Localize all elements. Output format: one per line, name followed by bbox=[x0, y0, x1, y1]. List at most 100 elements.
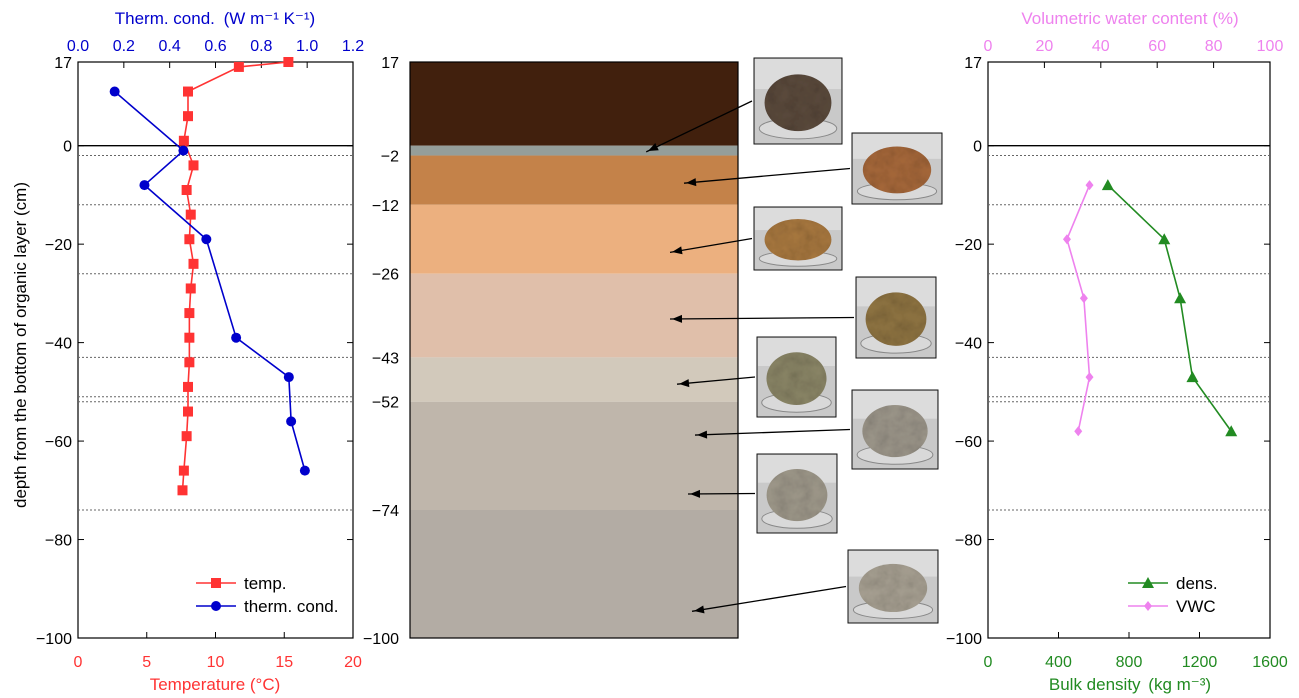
depth-boundary-label: −100 bbox=[363, 631, 399, 648]
legend-vwc-marker bbox=[1144, 601, 1152, 611]
dens-point bbox=[1225, 425, 1238, 437]
therm-cond-point bbox=[283, 372, 294, 383]
right-xtick-bottom-label: 0 bbox=[984, 654, 993, 671]
right-xtick-top-label: 60 bbox=[1148, 38, 1166, 55]
sample-arrow-head bbox=[648, 143, 659, 151]
left-ytick-label: 17 bbox=[54, 55, 72, 72]
left-xtick-bottom-label: 5 bbox=[142, 654, 151, 671]
sample-arrow-head bbox=[686, 178, 697, 187]
vwc-point bbox=[1085, 180, 1094, 191]
sample-photo bbox=[756, 336, 837, 418]
temp-point bbox=[183, 86, 193, 97]
photo-soil-sample bbox=[862, 405, 928, 458]
right-xtick-bottom-label: 1200 bbox=[1182, 654, 1218, 671]
right-xtick-top-label: 80 bbox=[1205, 38, 1223, 55]
right-ytick-label: −60 bbox=[955, 434, 982, 451]
temp-point bbox=[183, 381, 193, 392]
dens-point bbox=[1174, 292, 1187, 304]
photo-frame bbox=[753, 57, 843, 145]
sample-arrow-line bbox=[683, 167, 851, 184]
sample-arrow-head bbox=[679, 379, 690, 388]
right-xtick-top-label: 20 bbox=[1036, 38, 1054, 55]
left-ytick-label: −40 bbox=[45, 336, 72, 353]
temp-point bbox=[181, 431, 192, 442]
depth-boundary-label: −26 bbox=[372, 267, 399, 284]
right-frame bbox=[987, 61, 1271, 639]
photo-soil-sample bbox=[766, 352, 827, 405]
right-xtick-bottom-label: 800 bbox=[1116, 654, 1143, 671]
left-frame bbox=[77, 61, 354, 639]
depth-boundary-label: 17 bbox=[381, 55, 399, 72]
dens-point bbox=[1101, 179, 1114, 191]
sample-photo bbox=[753, 206, 843, 271]
sample-arrow-line bbox=[645, 100, 753, 153]
temp-point bbox=[188, 258, 199, 269]
therm-cond-axis-label: Therm. cond. (W m⁻¹ K⁻¹) bbox=[115, 9, 315, 28]
left-xtick-top-label: 0.0 bbox=[67, 38, 89, 55]
temp-point bbox=[184, 308, 195, 319]
photo-soil-sample bbox=[764, 74, 832, 132]
left-ytick-label: −20 bbox=[45, 237, 72, 254]
temp-point bbox=[283, 57, 294, 67]
sample-photo bbox=[851, 132, 943, 205]
temp-point bbox=[185, 209, 196, 220]
soil-layer bbox=[410, 401, 738, 510]
right-xtick-top-label: 100 bbox=[1257, 38, 1284, 55]
vwc-point bbox=[1085, 372, 1094, 383]
temp-point bbox=[233, 61, 244, 72]
temp-point bbox=[185, 283, 196, 294]
temp-point bbox=[178, 465, 189, 476]
sample-arrow-head bbox=[672, 314, 683, 323]
density-axis-label: Bulk density (kg m⁻³) bbox=[1049, 675, 1211, 694]
temperature-axis-label: Temperature (°C) bbox=[150, 675, 281, 694]
sample-arrow-head bbox=[690, 489, 701, 498]
soil-layer bbox=[410, 273, 738, 358]
photo-soil-sample bbox=[766, 469, 828, 522]
therm-cond-point bbox=[139, 180, 150, 191]
soil-profile-panel: 17 −2 −12 −26 −43 −52 −74 −100 bbox=[363, 55, 943, 648]
dens-point bbox=[1186, 371, 1199, 383]
temp-point bbox=[183, 406, 193, 417]
left-xtick-top-label: 0.4 bbox=[159, 38, 181, 55]
right-ytick-label: −80 bbox=[955, 533, 982, 550]
vwc-axis-label: Volumetric water content (%) bbox=[1021, 9, 1238, 28]
density-label-prefix: Bulk density bbox=[1049, 675, 1141, 694]
therm-cond-label-prefix: Therm. cond. bbox=[115, 9, 215, 28]
soil-column-frame bbox=[409, 61, 739, 639]
therm-cond-point bbox=[286, 416, 297, 427]
therm-cond-point bbox=[231, 332, 242, 343]
legend-vwc-label: VWC bbox=[1176, 597, 1216, 616]
therm-cond-point bbox=[178, 145, 189, 156]
temp-series-line bbox=[181, 61, 289, 491]
temp-point bbox=[188, 160, 199, 171]
depth-boundary-label: −74 bbox=[372, 503, 399, 520]
vwc-point bbox=[1062, 234, 1071, 245]
sample-arrow-head bbox=[672, 246, 683, 255]
sample-arrow-line bbox=[669, 237, 753, 253]
right-ytick-label: −40 bbox=[955, 336, 982, 353]
dens-point bbox=[1158, 233, 1171, 245]
right-xtick-bottom-label: 400 bbox=[1045, 654, 1072, 671]
left-plot-panel: depth from the bottom of organic layer (… bbox=[11, 9, 364, 694]
photo-soil-sample bbox=[858, 563, 928, 613]
therm-cond-point bbox=[109, 86, 120, 97]
left-xtick-bottom-label: 0 bbox=[74, 654, 83, 671]
sample-photo bbox=[855, 276, 937, 359]
therm-cond-series-line bbox=[114, 90, 306, 471]
temp-point bbox=[184, 234, 195, 245]
sample-photo bbox=[847, 549, 939, 624]
therm-cond-point bbox=[201, 234, 212, 245]
sample-photo bbox=[851, 389, 939, 470]
temp-point bbox=[177, 485, 188, 496]
right-ytick-label: 0 bbox=[973, 139, 982, 156]
left-ytick-label: −80 bbox=[45, 533, 72, 550]
photo-frame bbox=[756, 336, 837, 418]
temp-point bbox=[183, 111, 193, 122]
soil-layer bbox=[410, 204, 738, 274]
photo-soil-sample bbox=[764, 218, 832, 261]
left-ytick-label: −60 bbox=[45, 434, 72, 451]
left-xtick-top-label: 1.0 bbox=[296, 38, 318, 55]
therm-cond-label-unit: (W m⁻¹ K⁻¹) bbox=[224, 9, 316, 28]
depth-boundary-label: −52 bbox=[372, 395, 399, 412]
